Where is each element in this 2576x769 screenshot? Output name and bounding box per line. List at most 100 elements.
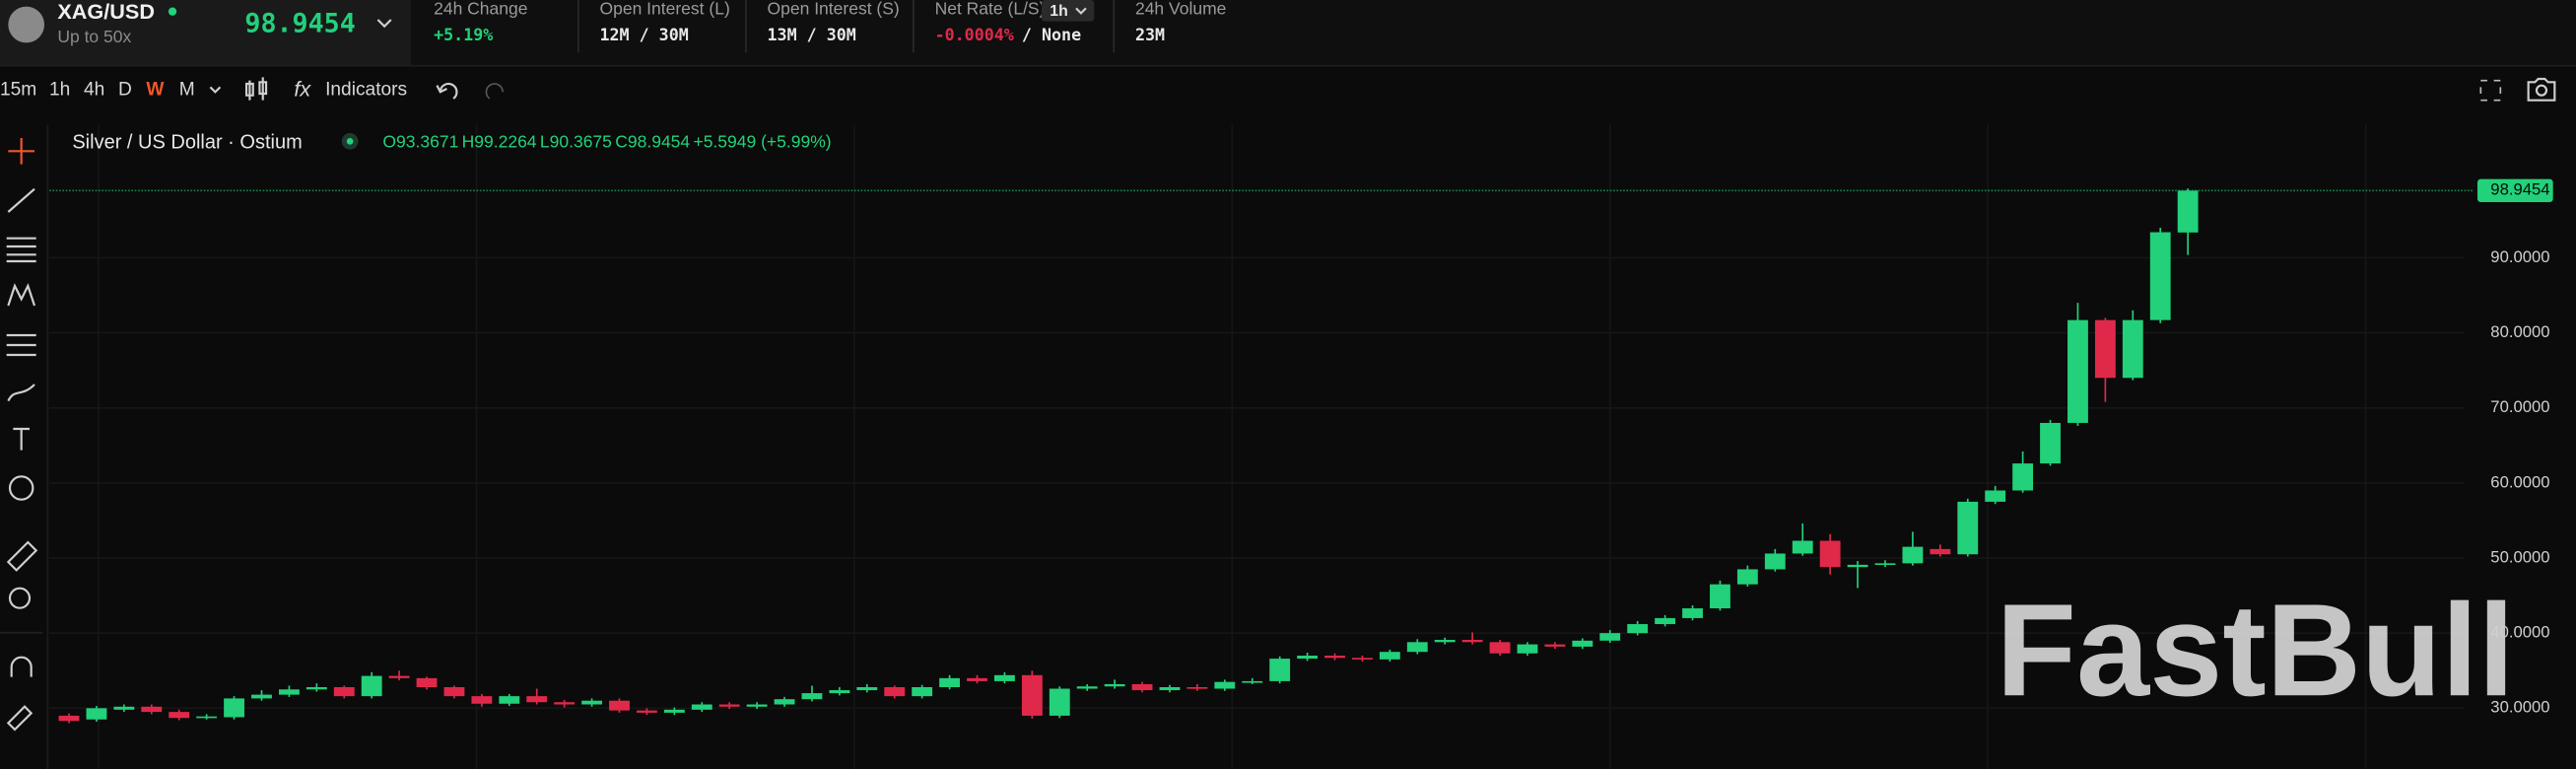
text-tool[interactable]	[13, 427, 31, 451]
candle-body	[141, 706, 163, 713]
candle-body	[1930, 548, 1951, 555]
candle-body	[2149, 232, 2171, 320]
stat-value: 23M	[1135, 26, 1165, 44]
candle-body	[1819, 540, 1841, 568]
candle-body	[196, 716, 218, 719]
candle-body	[1682, 608, 1703, 618]
stat-value: 12M / 30M	[599, 26, 688, 44]
drawing-tools	[0, 138, 43, 732]
candle-body	[2012, 463, 2034, 491]
candle-body	[86, 708, 107, 720]
candle-body	[1572, 640, 1593, 647]
emoji-tool[interactable]	[8, 475, 34, 501]
candle-body	[333, 687, 355, 697]
candle-body	[1544, 644, 1566, 647]
y-tick-label: 90.0000	[2490, 247, 2549, 266]
candle-body	[224, 698, 244, 718]
chart-type-icon[interactable]	[244, 77, 268, 101]
legend-item: O93.3671	[382, 132, 458, 152]
timeframe[interactable]: 4h	[84, 80, 104, 101]
stat-label: 24h Change	[434, 0, 527, 19]
brush-tool[interactable]	[7, 384, 35, 402]
projection-tool[interactable]	[6, 333, 36, 357]
candle-body	[609, 700, 630, 711]
candle-body	[1764, 553, 1786, 570]
dropdown-icon[interactable]	[376, 19, 392, 29]
candle-body	[1186, 687, 1208, 689]
candle-body	[1406, 642, 1428, 653]
status-dot	[168, 7, 177, 16]
candle-body	[1269, 659, 1291, 681]
y-tick-label: 30.0000	[2490, 698, 2549, 717]
top-bar	[0, 0, 2576, 66]
leverage: Up to 50x	[57, 27, 131, 46]
indicators-icon[interactable]: fx	[294, 76, 311, 101]
ruler-tool[interactable]	[6, 540, 38, 572]
undo-icon[interactable]	[436, 82, 458, 100]
candle-body	[994, 674, 1015, 681]
candle-body	[581, 700, 602, 705]
timeframe-active[interactable]: W	[146, 80, 165, 101]
legend-item: H99.2264	[462, 132, 537, 152]
fullscreen-icon[interactable]	[2479, 79, 2502, 102]
asset-icon	[8, 6, 45, 43]
legend-item: C98.9454	[615, 132, 690, 152]
candle-body	[636, 710, 657, 713]
candle-body	[1076, 686, 1098, 689]
timeframe[interactable]: 1h	[49, 80, 70, 101]
candle-body	[2040, 422, 2061, 464]
zoom-tool[interactable]	[8, 587, 32, 609]
magnet-tool[interactable]	[10, 656, 33, 677]
candle-body	[1599, 633, 1621, 641]
timeframe[interactable]: 15m	[0, 80, 36, 101]
interval: 1h	[1050, 3, 1067, 20]
y-tick-label: 40.0000	[2490, 623, 2549, 642]
dropdown-icon[interactable]	[209, 86, 222, 94]
candle-body	[1379, 652, 1400, 660]
candle-body	[526, 696, 548, 703]
y-tick-label: 50.0000	[2490, 547, 2549, 566]
candle-body	[801, 693, 823, 700]
candle-body	[499, 696, 520, 704]
y-tick-label: 80.0000	[2490, 322, 2549, 341]
stat-value: 13M / 30M	[768, 26, 856, 44]
screenshot-icon[interactable]	[2527, 77, 2556, 102]
fib-tool[interactable]	[6, 237, 36, 263]
stat-label: Net Rate (L/S)	[935, 0, 1046, 19]
candle-body	[912, 687, 933, 697]
timeframe[interactable]: M	[179, 80, 195, 101]
candle-body	[691, 704, 712, 710]
crosshair-tool[interactable]	[8, 138, 35, 165]
pattern-tool[interactable]	[7, 283, 36, 307]
redo-icon[interactable]	[485, 83, 504, 100]
lock-tool[interactable]	[6, 705, 34, 732]
y-tick-label: 70.0000	[2490, 397, 2549, 416]
stat-value: / None	[1022, 26, 1081, 44]
price-axis: 30.0000 40.0000 50.0000 60.0000 70.0000 80.00…	[2476, 178, 2553, 717]
candle-body	[2177, 190, 2199, 233]
legend-item: L90.3675	[540, 132, 612, 152]
legend-item: +5.5949 (+5.99%)	[693, 132, 831, 152]
candle-body	[774, 699, 795, 705]
candle-body	[1021, 674, 1043, 716]
candle-body	[939, 677, 960, 688]
indicators-button[interactable]: Indicators	[325, 80, 407, 101]
ticker-panel[interactable]	[0, 0, 411, 66]
candle-body	[443, 687, 465, 697]
symbol: XAG/USD	[57, 0, 155, 24]
candle-body	[1627, 624, 1649, 634]
interval-select[interactable]	[1041, 0, 1095, 22]
candle-body	[1874, 563, 1896, 566]
plot	[49, 188, 2473, 724]
candle-body	[1214, 681, 1236, 689]
stat-label: Open Interest (L)	[599, 0, 729, 19]
candle-body	[856, 687, 878, 691]
candle-body	[251, 694, 272, 699]
candle-body	[2094, 319, 2116, 379]
candle-body	[1517, 644, 1538, 654]
trendline-tool[interactable]	[7, 187, 35, 213]
candle-body	[1131, 683, 1153, 691]
timeframe[interactable]: D	[118, 80, 132, 101]
